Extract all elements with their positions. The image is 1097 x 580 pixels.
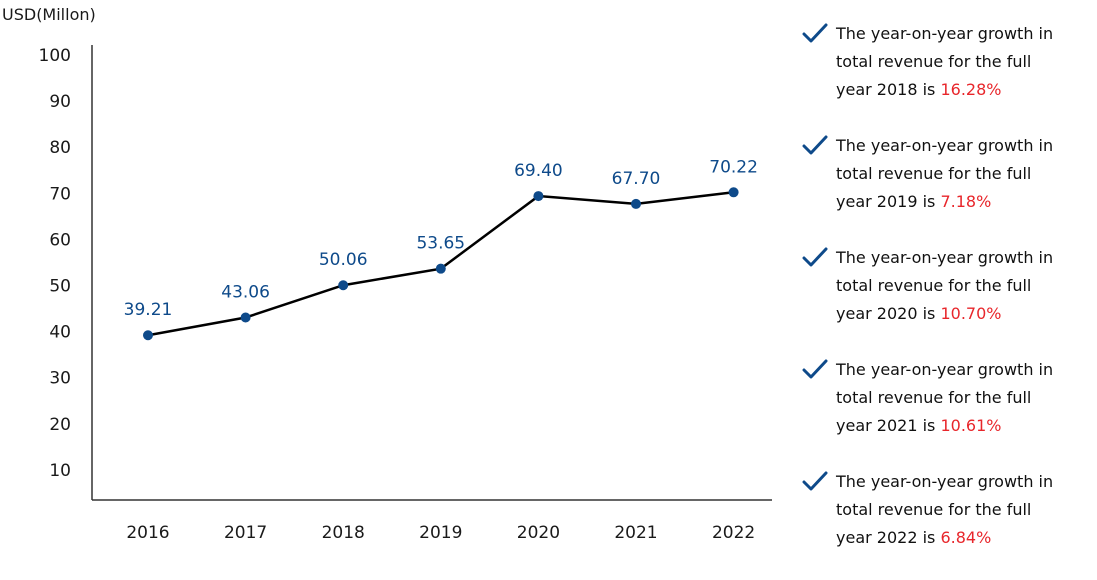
growth-note: The year-on-year growth in total revenue… <box>802 244 1094 356</box>
data-point <box>240 312 251 323</box>
note-line-2: total revenue for the full <box>836 52 1032 71</box>
note-line-3: year 2018 is 16.28% <box>836 76 1094 104</box>
growth-percent: 7.18% <box>940 192 992 211</box>
data-value-label: 43.06 <box>221 282 270 302</box>
y-tick-label: 10 <box>49 461 71 481</box>
note-line-3: year 2019 is 7.18% <box>836 188 1094 216</box>
note-year-text: year 2022 is <box>836 528 941 547</box>
growth-percent: 6.84% <box>940 528 992 547</box>
growth-note: The year-on-year growth in total revenue… <box>802 132 1094 244</box>
note-year-text: year 2020 is <box>836 304 941 323</box>
check-icon <box>802 359 828 379</box>
growth-notes-panel: The year-on-year growth in total revenue… <box>802 20 1094 580</box>
data-point <box>338 280 349 291</box>
x-tick-label: 2016 <box>126 523 169 543</box>
data-point <box>728 187 739 198</box>
note-line-3: year 2020 is 10.70% <box>836 300 1094 328</box>
y-tick-label: 70 <box>49 184 71 204</box>
check-icon <box>802 23 828 43</box>
x-tick-label: 2018 <box>322 523 365 543</box>
revenue-line-chart: USD(Millon) 10 20 30 40 50 60 70 80 90 100 2016 20… <box>2 5 772 543</box>
y-tick-label: 50 <box>49 277 71 297</box>
data-point <box>631 198 641 209</box>
note-line-2: total revenue for the full <box>836 276 1032 295</box>
growth-percent: 10.70% <box>940 304 1002 323</box>
data-value-label: 50.06 <box>319 250 368 270</box>
check-icon <box>802 247 828 267</box>
y-axis-title: USD(Millon) <box>2 5 96 24</box>
data-value-label: 69.40 <box>514 161 563 181</box>
y-tick-label: 80 <box>49 138 71 158</box>
growth-note: The year-on-year growth in total revenue… <box>802 356 1094 468</box>
x-tick-label: 2019 <box>419 523 462 543</box>
x-tick-label: 2021 <box>614 523 657 543</box>
note-line-2: total revenue for the full <box>836 164 1032 183</box>
y-tick-label: 90 <box>49 92 71 112</box>
growth-percent: 10.61% <box>940 416 1002 435</box>
check-icon <box>802 471 828 491</box>
y-tick-label: 40 <box>49 323 71 343</box>
y-tick-label: 60 <box>49 230 71 250</box>
note-line-2: total revenue for the full <box>836 388 1032 407</box>
note-line-1: The year-on-year growth in <box>836 136 1054 155</box>
x-tick-label: 2022 <box>712 523 755 543</box>
growth-percent: 16.28% <box>940 80 1002 99</box>
note-year-text: year 2018 is <box>836 80 941 99</box>
note-line-1: The year-on-year growth in <box>836 472 1054 491</box>
data-value-label: 39.21 <box>124 300 173 320</box>
y-tick-label: 20 <box>49 415 71 435</box>
note-line-3: year 2021 is 10.61% <box>836 412 1094 440</box>
note-line-1: The year-on-year growth in <box>836 248 1054 267</box>
y-tick-label: 30 <box>49 369 71 389</box>
data-point <box>143 330 153 341</box>
note-year-text: year 2019 is <box>836 192 941 211</box>
x-tick-label: 2020 <box>517 523 560 543</box>
growth-note: The year-on-year growth in total revenue… <box>802 20 1094 132</box>
data-value-label: 70.22 <box>709 157 758 177</box>
note-line-3: year 2022 is 6.84% <box>836 524 1094 552</box>
data-value-label: 53.65 <box>416 234 465 254</box>
note-line-1: The year-on-year growth in <box>836 24 1054 43</box>
note-year-text: year 2021 is <box>836 416 941 435</box>
y-tick-label: 100 <box>39 46 71 66</box>
check-icon <box>802 135 828 155</box>
data-value-label: 67.70 <box>612 169 661 189</box>
note-line-1: The year-on-year growth in <box>836 360 1054 379</box>
x-tick-label: 2017 <box>224 523 267 543</box>
data-point <box>533 191 544 202</box>
data-point <box>435 263 446 274</box>
growth-note: The year-on-year growth in total revenue… <box>802 468 1094 580</box>
note-line-2: total revenue for the full <box>836 500 1032 519</box>
